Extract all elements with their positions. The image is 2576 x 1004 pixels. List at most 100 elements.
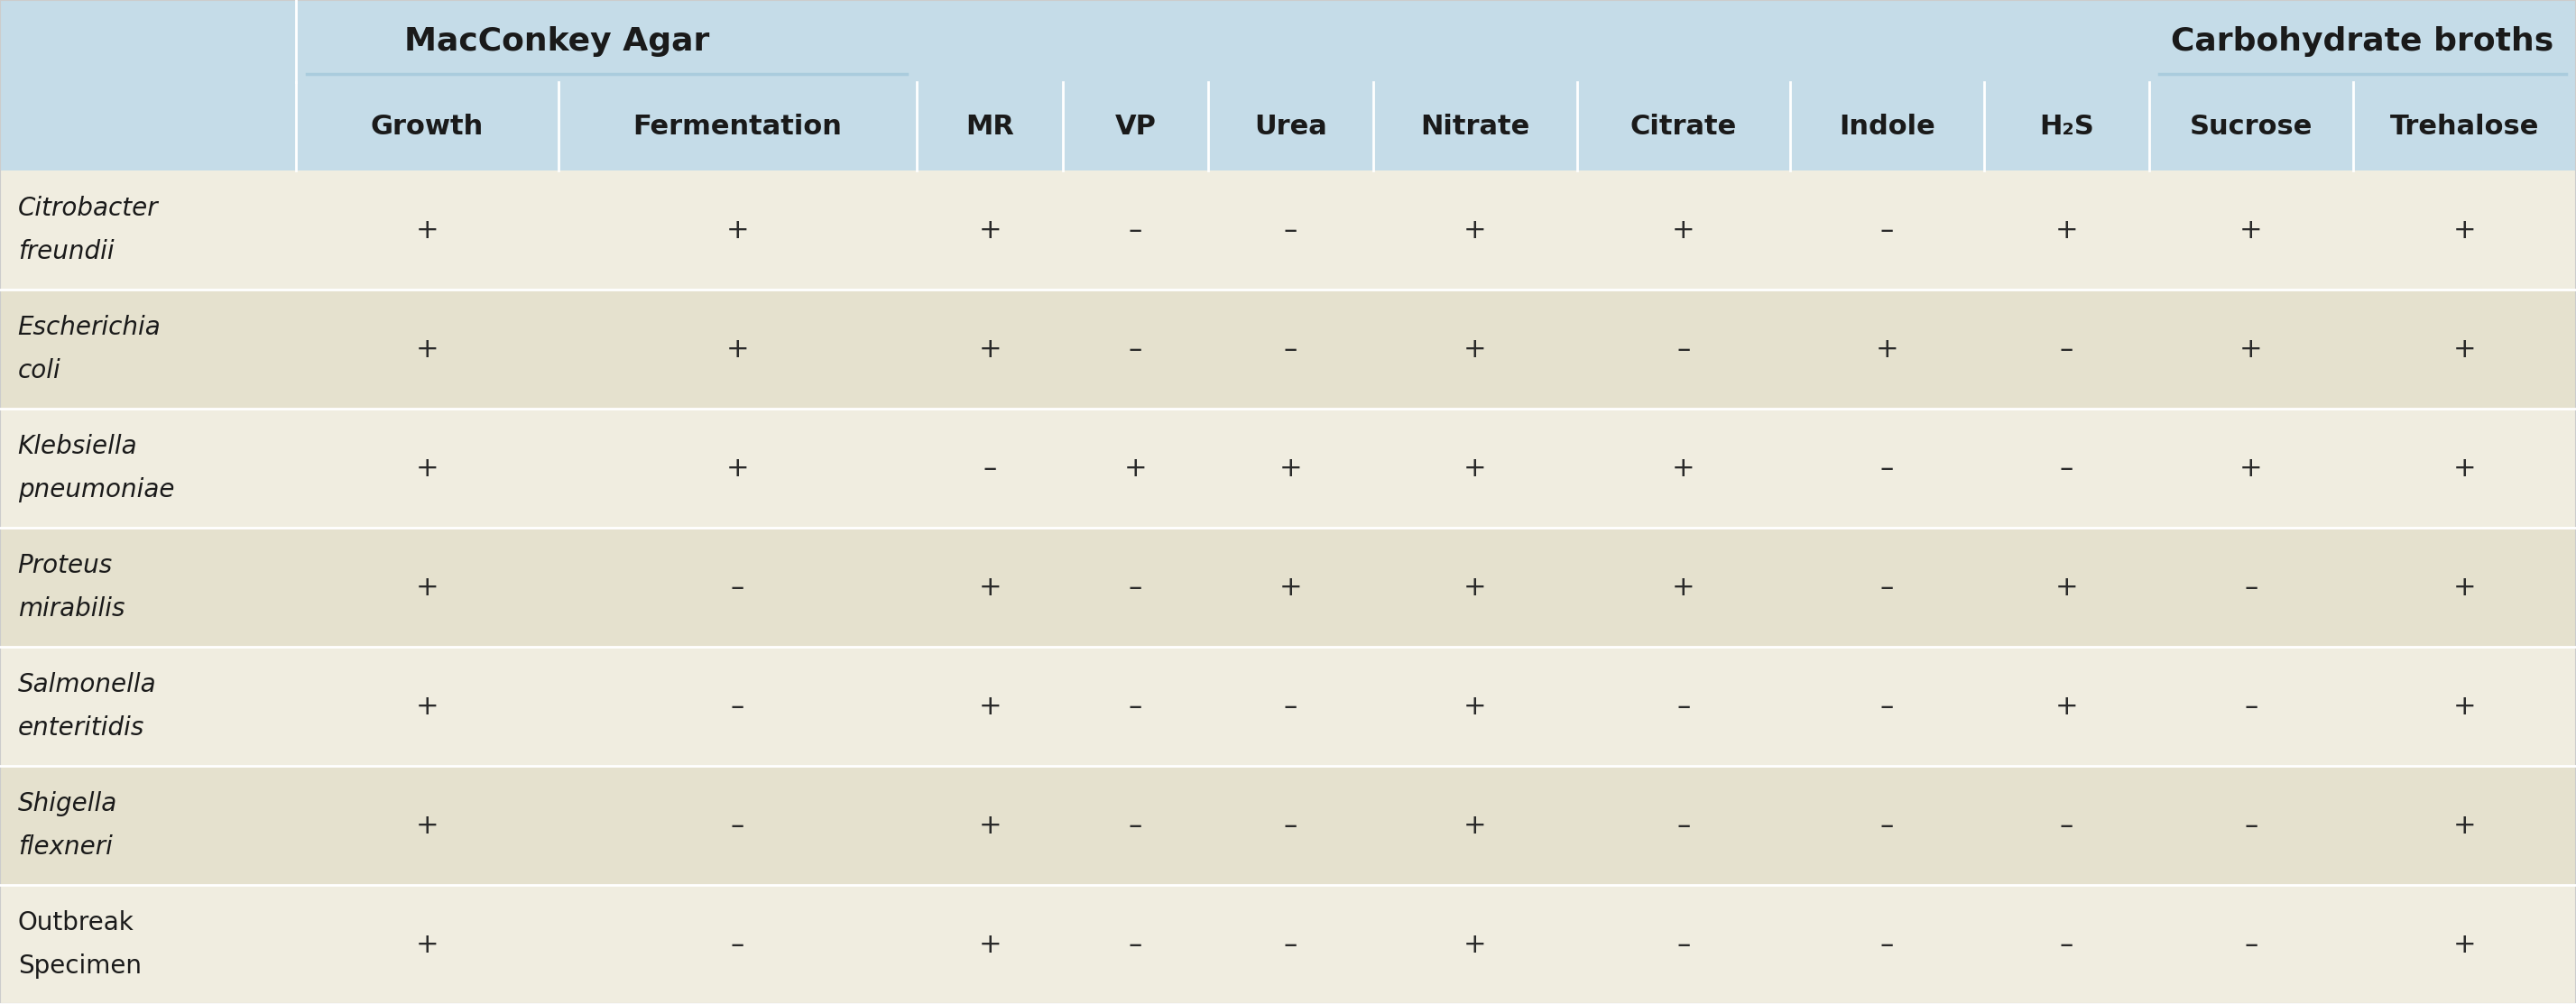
Text: +: + xyxy=(415,217,438,243)
Text: freundii: freundii xyxy=(18,239,113,264)
Text: –: – xyxy=(1283,217,1298,243)
Text: –: – xyxy=(1677,336,1690,362)
FancyBboxPatch shape xyxy=(0,409,2576,528)
Text: +: + xyxy=(1463,932,1486,958)
Text: +: + xyxy=(2452,694,2476,720)
Text: flexneri: flexneri xyxy=(18,834,113,859)
Text: +: + xyxy=(2239,217,2262,243)
Text: coli: coli xyxy=(18,358,62,384)
Text: –: – xyxy=(2244,812,2259,838)
Text: +: + xyxy=(415,694,438,720)
Text: +: + xyxy=(1463,812,1486,838)
Text: +: + xyxy=(415,574,438,600)
Text: –: – xyxy=(1128,574,1141,600)
Text: –: – xyxy=(2244,694,2259,720)
Text: Specimen: Specimen xyxy=(18,953,142,979)
Text: –: – xyxy=(1880,217,1893,243)
Text: –: – xyxy=(2061,812,2074,838)
FancyBboxPatch shape xyxy=(0,171,2576,290)
Text: H₂S: H₂S xyxy=(2040,113,2094,140)
Text: +: + xyxy=(2239,336,2262,362)
Text: Escherichia: Escherichia xyxy=(18,315,162,340)
Text: Trehalose: Trehalose xyxy=(2391,113,2540,140)
Text: +: + xyxy=(979,932,1002,958)
Text: –: – xyxy=(1128,217,1141,243)
FancyBboxPatch shape xyxy=(0,766,2576,885)
Text: +: + xyxy=(979,812,1002,838)
Text: –: – xyxy=(1677,812,1690,838)
Text: +: + xyxy=(415,932,438,958)
Text: +: + xyxy=(1463,694,1486,720)
Text: –: – xyxy=(2061,336,2074,362)
Text: –: – xyxy=(1880,455,1893,481)
FancyBboxPatch shape xyxy=(0,82,2576,171)
Text: +: + xyxy=(1672,455,1695,481)
Text: +: + xyxy=(1463,217,1486,243)
Text: –: – xyxy=(1283,336,1298,362)
Text: Carbohydrate broths: Carbohydrate broths xyxy=(2172,26,2553,56)
Text: +: + xyxy=(415,455,438,481)
Text: +: + xyxy=(726,217,750,243)
Text: –: – xyxy=(1880,932,1893,958)
Text: Klebsiella: Klebsiella xyxy=(18,435,137,460)
Text: Citrate: Citrate xyxy=(1631,113,1736,140)
Text: +: + xyxy=(415,336,438,362)
Text: –: – xyxy=(1677,694,1690,720)
Text: MacConkey Agar: MacConkey Agar xyxy=(404,26,708,56)
Text: –: – xyxy=(1283,932,1298,958)
Text: –: – xyxy=(1283,812,1298,838)
Text: VP: VP xyxy=(1115,113,1157,140)
Text: +: + xyxy=(2452,455,2476,481)
Text: Sucrose: Sucrose xyxy=(2190,113,2313,140)
Text: mirabilis: mirabilis xyxy=(18,596,124,621)
Text: –: – xyxy=(732,932,744,958)
Text: –: – xyxy=(1128,812,1141,838)
Text: Fermentation: Fermentation xyxy=(634,113,842,140)
FancyBboxPatch shape xyxy=(0,528,2576,647)
Text: Indole: Indole xyxy=(1839,113,1935,140)
Text: Shigella: Shigella xyxy=(18,791,118,816)
Text: –: – xyxy=(1128,932,1141,958)
Text: MR: MR xyxy=(966,113,1015,140)
Text: Salmonella: Salmonella xyxy=(18,673,157,698)
Text: +: + xyxy=(1280,574,1301,600)
Text: –: – xyxy=(1128,336,1141,362)
Text: +: + xyxy=(1280,455,1301,481)
Text: +: + xyxy=(2056,694,2079,720)
Text: +: + xyxy=(979,694,1002,720)
Text: –: – xyxy=(1880,812,1893,838)
Text: +: + xyxy=(726,455,750,481)
Text: +: + xyxy=(1672,574,1695,600)
Text: –: – xyxy=(2061,932,2074,958)
FancyBboxPatch shape xyxy=(0,885,2576,1004)
Text: –: – xyxy=(1128,694,1141,720)
Text: +: + xyxy=(1463,336,1486,362)
Text: –: – xyxy=(984,455,997,481)
Text: +: + xyxy=(726,336,750,362)
Text: Urea: Urea xyxy=(1255,113,1327,140)
Text: enteritidis: enteritidis xyxy=(18,715,144,740)
Text: +: + xyxy=(2452,574,2476,600)
Text: +: + xyxy=(1463,455,1486,481)
Text: +: + xyxy=(979,574,1002,600)
Text: –: – xyxy=(2061,455,2074,481)
Text: –: – xyxy=(2244,574,2259,600)
Text: +: + xyxy=(2056,574,2079,600)
Text: Outbreak: Outbreak xyxy=(18,911,134,936)
Text: +: + xyxy=(1672,217,1695,243)
Text: –: – xyxy=(2244,932,2259,958)
Text: +: + xyxy=(979,217,1002,243)
Text: –: – xyxy=(732,812,744,838)
Text: +: + xyxy=(415,812,438,838)
Text: +: + xyxy=(2452,932,2476,958)
Text: Growth: Growth xyxy=(371,113,484,140)
Text: +: + xyxy=(979,336,1002,362)
Text: Citrobacter: Citrobacter xyxy=(18,196,157,222)
Text: Proteus: Proteus xyxy=(18,553,113,578)
Text: –: – xyxy=(1880,694,1893,720)
Text: pneumoniae: pneumoniae xyxy=(18,477,175,502)
Text: +: + xyxy=(2056,217,2079,243)
Text: –: – xyxy=(1677,932,1690,958)
FancyBboxPatch shape xyxy=(0,647,2576,766)
Text: +: + xyxy=(2452,217,2476,243)
